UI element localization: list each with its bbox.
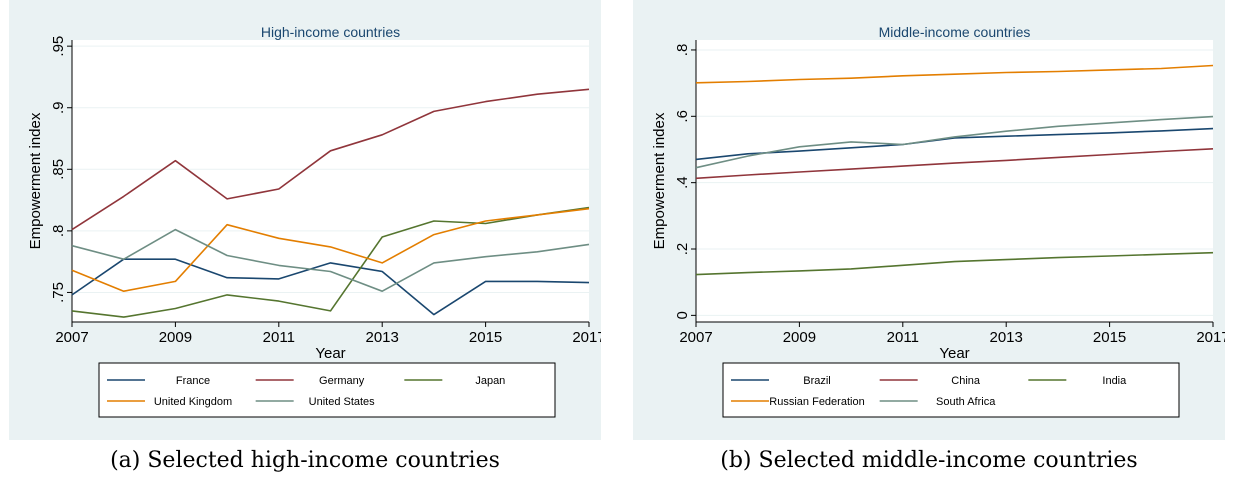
- chart-a-series-line-germany: [71, 88, 590, 231]
- chart-b-x-tick-label: 2017: [1196, 329, 1225, 346]
- chart-a-legend-label-france: France: [176, 375, 210, 387]
- chart-a-series-line-united-states: [71, 228, 590, 293]
- chart-a-series-line-japan: [71, 206, 590, 318]
- figure-caption-b: (b) Selected middle-income countries: [720, 448, 1138, 473]
- chart-a-series-line-united-kingdom: [71, 207, 590, 293]
- chart-b-legend-label-india: India: [1102, 375, 1127, 387]
- chart-b-legend-label-russian-federation: Russian Federation: [769, 396, 864, 408]
- chart-a-legend-label-japan: Japan: [475, 375, 505, 387]
- chart-b-legend-label-brazil: Brazil: [803, 375, 831, 387]
- chart-middle-income: Middle-income countries 0 .2 .4 .6 .8 2007 2009…: [633, 0, 1225, 440]
- chart-a-x-tick-label: 2011: [263, 329, 295, 346]
- chart-b-y-tick-label: .8: [674, 44, 691, 57]
- chart-b-x-tick-label: 2007: [679, 329, 712, 346]
- chart-b-title: Middle-income countries: [879, 24, 1031, 40]
- chart-a-title: High-income countries: [261, 24, 400, 40]
- chart-a-series-line-france: [71, 258, 590, 316]
- chart-b-legend-box: [722, 362, 1180, 418]
- chart-a-y-tick-label: .85: [50, 159, 67, 180]
- chart-b-y-tick-label: .6: [674, 110, 691, 123]
- figure-caption-a: (a) Selected high-income countries: [110, 448, 500, 473]
- chart-b-series-line-china: [695, 148, 1214, 180]
- chart-b-x-tick-label: 2015: [1093, 329, 1126, 346]
- chart-panel-high-income: High-income countries .75 .8 .85 .9 .95 2007 20…: [9, 0, 601, 440]
- chart-panel-middle-income: Middle-income countries 0 .2 .4 .6 .8 2007 2009…: [633, 0, 1225, 440]
- chart-b-series-line-brazil: [695, 127, 1214, 161]
- chart-a-legend-label-united-states: United States: [309, 396, 376, 408]
- chart-b-x-tick-label: 2011: [887, 329, 919, 346]
- chart-a-plot-area: [72, 40, 589, 322]
- chart-b-x-tick-label: 2009: [783, 329, 816, 346]
- chart-a-y-axis-label: Empowerment index: [27, 112, 44, 249]
- chart-b-series-line-india: [695, 251, 1214, 276]
- chart-b-y-tick-label: .4: [674, 176, 691, 189]
- chart-b-y-axis-label: Empowerment index: [651, 112, 668, 249]
- chart-b-x-axis-label: Year: [939, 345, 969, 362]
- chart-b-y-tick-label: 0: [674, 311, 691, 319]
- chart-b-y-tick-label: .2: [674, 243, 691, 256]
- chart-a-x-tick-label: 2017: [572, 329, 601, 346]
- chart-b-series-line-russian-federation: [695, 64, 1214, 84]
- chart-b-legend-label-south-africa: South Africa: [936, 396, 996, 408]
- chart-a-x-axis-label: Year: [315, 345, 345, 362]
- chart-b-x-tick-label: 2013: [990, 329, 1023, 346]
- chart-a-legend-label-germany: Germany: [319, 375, 365, 387]
- chart-a-y-tick-label: .9: [50, 101, 67, 114]
- chart-b-legend-label-china: China: [951, 375, 981, 387]
- chart-a-legend-box: [98, 362, 556, 418]
- chart-a-y-tick-label: .75: [50, 282, 67, 303]
- chart-high-income: High-income countries .75 .8 .85 .9 .95 2007 20…: [9, 0, 601, 440]
- chart-a-x-tick-label: 2015: [469, 329, 502, 346]
- chart-a-x-tick-label: 2007: [55, 329, 88, 346]
- chart-a-x-tick-label: 2013: [366, 329, 399, 346]
- chart-b-plot-area: [696, 40, 1213, 322]
- chart-a-x-tick-label: 2009: [159, 329, 192, 346]
- chart-a-y-tick-label: .8: [50, 225, 67, 238]
- chart-a-y-tick-label: .95: [50, 36, 67, 57]
- chart-a-legend-label-united-kingdom: United Kingdom: [154, 396, 232, 408]
- chart-b-series-line-south-africa: [695, 115, 1214, 169]
